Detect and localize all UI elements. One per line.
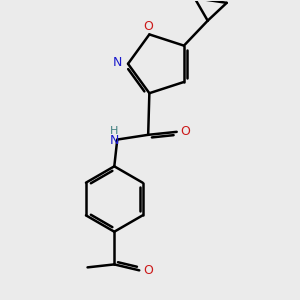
Text: O: O (143, 20, 153, 33)
Text: O: O (181, 125, 190, 138)
Text: H: H (110, 126, 118, 136)
Text: O: O (143, 264, 153, 277)
Text: N: N (113, 56, 123, 69)
Text: N: N (110, 134, 119, 147)
